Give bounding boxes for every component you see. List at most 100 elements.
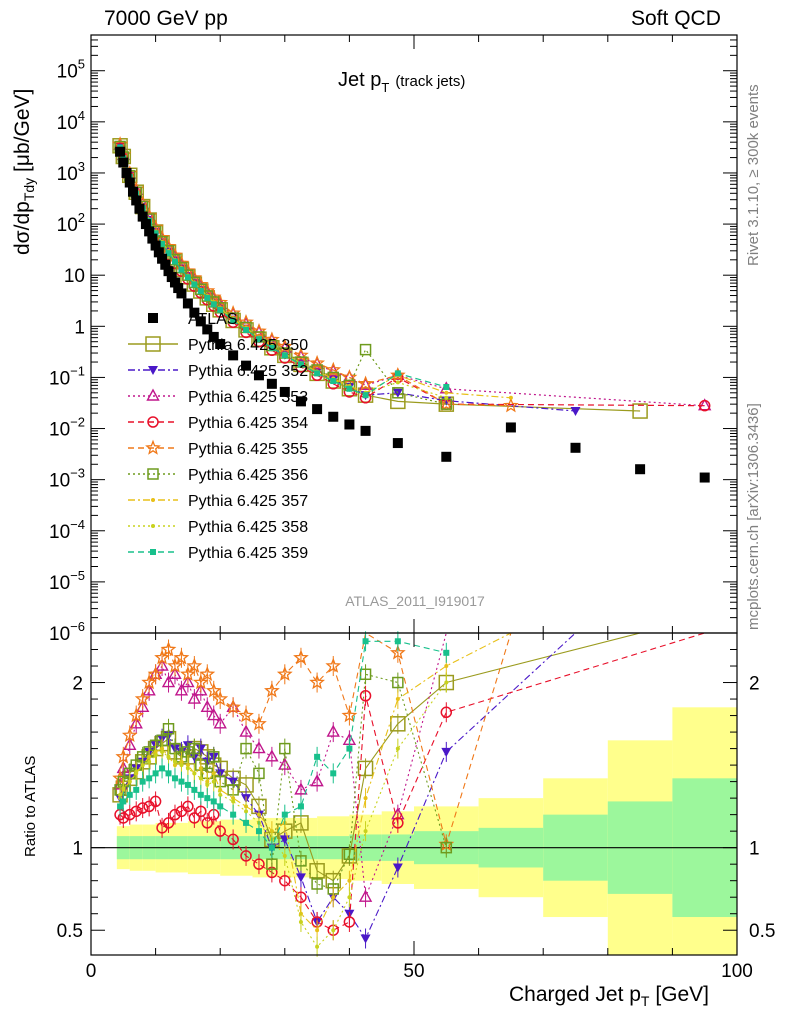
y-tick-label: 103 bbox=[57, 159, 85, 185]
legend-marker bbox=[145, 439, 161, 455]
legend-marker bbox=[147, 416, 159, 428]
legend-label: Pythia 6.425 358 bbox=[188, 519, 308, 536]
legend-label: Pythia 6.425 350 bbox=[188, 337, 308, 354]
ratio-tick-label-left: 1 bbox=[72, 839, 83, 860]
ratio-point bbox=[311, 878, 323, 890]
y-tick-label: 10−2 bbox=[49, 415, 85, 441]
data-point bbox=[444, 390, 449, 395]
ratio-point bbox=[264, 682, 280, 698]
y-tick-label: 10−1 bbox=[49, 363, 85, 389]
legend-marker bbox=[150, 549, 156, 555]
ratio-point bbox=[347, 878, 352, 883]
data-point bbox=[279, 386, 290, 397]
ratio-point bbox=[201, 817, 214, 829]
ratio-point bbox=[134, 690, 151, 706]
ratio-point bbox=[173, 649, 190, 665]
ratio-point bbox=[362, 638, 369, 645]
data-point bbox=[217, 306, 224, 313]
ratio-point bbox=[115, 748, 132, 764]
data-point bbox=[392, 438, 403, 449]
ratio-point bbox=[165, 770, 172, 777]
data-point bbox=[632, 403, 648, 419]
ratio-point bbox=[152, 770, 159, 777]
data-point bbox=[330, 378, 337, 385]
ratio-point bbox=[295, 891, 307, 903]
data-point bbox=[266, 378, 277, 389]
ratio-point bbox=[444, 664, 449, 669]
data-point bbox=[390, 367, 406, 383]
y-tick-label: 10−4 bbox=[49, 517, 85, 543]
data-point bbox=[276, 338, 293, 354]
ratio-point bbox=[147, 665, 164, 681]
data-point bbox=[441, 451, 452, 462]
data-point bbox=[176, 288, 187, 299]
ratio-point bbox=[281, 811, 288, 818]
data-point bbox=[144, 226, 155, 237]
y-axis-label: dσ/dpTdy [μb/GeV] bbox=[11, 88, 38, 255]
data-point bbox=[263, 331, 280, 347]
legend-marker bbox=[145, 336, 161, 352]
ratio-point bbox=[179, 763, 184, 768]
data-point bbox=[127, 186, 138, 197]
data-point bbox=[395, 380, 400, 385]
ratio-point bbox=[207, 751, 220, 763]
ratio-point bbox=[211, 779, 216, 784]
ratio-point bbox=[185, 766, 190, 771]
data-point bbox=[173, 283, 184, 294]
x-tick-label: 50 bbox=[403, 961, 424, 982]
data-point bbox=[502, 397, 519, 413]
data-point bbox=[309, 354, 326, 370]
data-point bbox=[241, 360, 252, 371]
ratio-point bbox=[192, 674, 209, 690]
data-point bbox=[346, 385, 353, 392]
legend-entry: Pythia 6.425 353 bbox=[128, 388, 308, 406]
ratio-point bbox=[295, 855, 307, 867]
data-point bbox=[208, 331, 219, 342]
ratio-point bbox=[161, 675, 176, 688]
ratio-point bbox=[347, 895, 352, 900]
ratio-point bbox=[195, 805, 207, 818]
ratio-point bbox=[309, 674, 326, 690]
ratio-point bbox=[121, 786, 126, 791]
x-tick-label: 100 bbox=[721, 961, 753, 982]
energy-label: 7000 GeV pp bbox=[104, 7, 228, 30]
ratio-point bbox=[147, 759, 152, 764]
ratio-point bbox=[194, 683, 208, 696]
ratio-point bbox=[440, 706, 453, 719]
ratio-point bbox=[213, 716, 227, 729]
data-point bbox=[698, 398, 712, 411]
ratio-point bbox=[265, 749, 279, 762]
ratio-point bbox=[141, 674, 158, 690]
ratio-point bbox=[239, 724, 253, 737]
legend-entry: Pythia 6.425 350 bbox=[128, 336, 308, 354]
ratio-point bbox=[146, 775, 153, 782]
ratio-point bbox=[174, 683, 189, 696]
ratio-point bbox=[120, 798, 127, 805]
data-point bbox=[635, 464, 646, 475]
x-tick-label: 0 bbox=[86, 961, 97, 982]
ratio-point bbox=[134, 769, 139, 774]
data-point bbox=[147, 233, 158, 244]
ratio-point bbox=[214, 825, 226, 837]
legend-label: Pythia 6.425 359 bbox=[188, 545, 308, 562]
ratio-series bbox=[117, 631, 450, 858]
main-frame bbox=[90, 34, 738, 634]
legend-label: Pythia 6.425 355 bbox=[188, 441, 308, 458]
data-point bbox=[238, 314, 254, 329]
ratio-point bbox=[295, 873, 306, 883]
ratio-point bbox=[358, 889, 373, 902]
ratio-point bbox=[392, 676, 404, 689]
data-point bbox=[171, 258, 178, 265]
ratio-point bbox=[238, 707, 254, 723]
data-point bbox=[225, 305, 242, 320]
ratio-point bbox=[129, 716, 143, 729]
ratio-point bbox=[212, 690, 229, 706]
ratio-series bbox=[115, 632, 576, 949]
ratio-point bbox=[395, 697, 400, 702]
ratio-point bbox=[204, 795, 211, 802]
data-point bbox=[202, 324, 213, 335]
ratio-point bbox=[363, 829, 368, 834]
ratio-point bbox=[244, 809, 249, 814]
ratio-point bbox=[166, 754, 171, 759]
